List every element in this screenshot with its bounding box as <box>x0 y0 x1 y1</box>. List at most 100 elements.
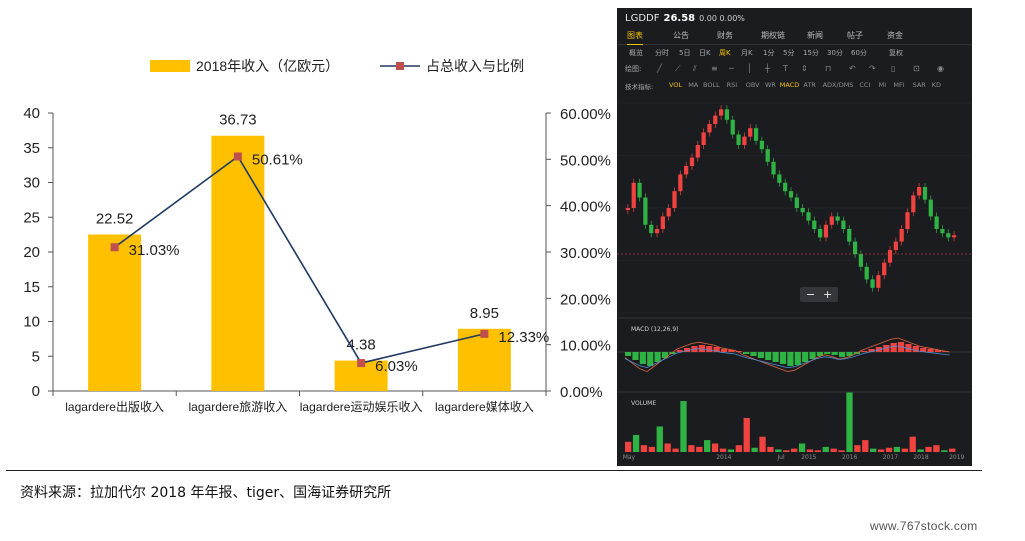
indicator-boll[interactable]: BOLL <box>703 81 720 89</box>
tab-2[interactable]: 财务 <box>717 31 733 40</box>
candle-body <box>841 220 846 229</box>
macd-bar <box>684 348 691 352</box>
indicator-label: 技术指标: <box>625 83 654 91</box>
channel-tool-icon[interactable]: ⫽ <box>693 64 697 73</box>
tab-4[interactable]: 新闻 <box>807 31 823 40</box>
volume-bar <box>704 440 711 452</box>
tab-6[interactable]: 资金 <box>887 31 903 40</box>
fib-tool-icon[interactable]: ≡ <box>711 64 718 73</box>
volume-bar <box>949 448 956 452</box>
period-10[interactable]: 60分 <box>851 49 867 57</box>
right-tick-label: 30.00% <box>560 245 611 262</box>
undo-icon[interactable]: ↶ <box>849 64 856 73</box>
period-8[interactable]: 15分 <box>803 49 819 57</box>
candle-body <box>660 216 665 229</box>
eye-icon[interactable]: ◉ <box>937 64 944 73</box>
indicator-rsi[interactable]: RSI <box>726 81 738 89</box>
candle-body <box>812 220 817 229</box>
macd-bar <box>735 351 742 352</box>
measure-tool-icon[interactable]: ⇕ <box>801 64 808 73</box>
macd-bar <box>661 352 669 358</box>
indicator-wr[interactable]: WR <box>765 81 776 89</box>
volume-bar <box>885 447 893 452</box>
zoom-out-button[interactable]: − <box>806 288 816 301</box>
indicator-mi[interactable]: MI <box>878 81 887 89</box>
period-6[interactable]: 1分 <box>763 49 775 57</box>
share-marker <box>357 359 366 368</box>
volume-bar <box>632 435 640 452</box>
period-7[interactable]: 5分 <box>783 49 795 57</box>
period-3[interactable]: 日K <box>699 49 711 57</box>
indicator-vol[interactable]: VOL <box>669 81 683 89</box>
volume-bar <box>893 446 901 452</box>
volume-bar <box>775 449 782 452</box>
macd-bar <box>787 352 794 366</box>
zoom-in-button[interactable]: + <box>823 288 833 301</box>
cross-tool-icon[interactable]: ┼ <box>765 64 770 73</box>
macd-bar <box>794 352 801 365</box>
candle-body <box>695 145 700 158</box>
volume-bar <box>680 401 687 452</box>
macd-bar <box>647 352 654 366</box>
tab-0[interactable]: 图表 <box>627 31 643 45</box>
legend-label-revenue: 2018年收入（亿欧元） <box>196 58 339 74</box>
left-tick-label: 20 <box>23 244 40 261</box>
macd-bar <box>920 348 927 352</box>
period-5[interactable]: 月K <box>741 49 753 57</box>
share-value-label: 6.03% <box>375 358 418 375</box>
time-label: 2018 <box>913 454 929 461</box>
indicator-atr[interactable]: ATR <box>803 81 816 89</box>
period-2[interactable]: 5日 <box>679 49 691 57</box>
lock-icon[interactable]: ⊡ <box>913 64 920 73</box>
share-value-label: 50.61% <box>252 152 303 169</box>
indicator-obv[interactable]: OBV <box>745 81 760 89</box>
indicator-adx-dms[interactable]: ADX/DMS <box>822 81 854 89</box>
trendline-tool-icon[interactable]: ╱ <box>657 64 662 73</box>
redo-icon[interactable]: ↷ <box>869 64 876 73</box>
indicator-mfi[interactable]: MFI <box>893 81 905 89</box>
period-4[interactable]: 周K <box>719 49 731 57</box>
vertical-line-tool-icon[interactable]: │ <box>747 64 752 73</box>
stock-tabs: 图表 公告 财务 期权链 新闻 帖子 资金 <box>617 28 972 45</box>
tab-5[interactable]: 帖子 <box>847 31 863 40</box>
legend-marker-share <box>396 62 404 70</box>
macd-bar <box>890 343 897 352</box>
candle-body <box>928 199 933 217</box>
delete-icon[interactable]: ▯ <box>891 64 896 73</box>
volume-bar <box>648 446 656 452</box>
period-11[interactable]: 复权 <box>889 49 903 57</box>
macd-bar <box>757 352 764 358</box>
time-label: 2016 <box>842 454 858 461</box>
ray-tool-icon[interactable]: ⟋ <box>675 64 681 73</box>
volume-bar <box>791 448 798 452</box>
period-1[interactable]: 分时 <box>655 49 669 57</box>
category-label: lagardere运动娱乐收入 <box>300 400 423 414</box>
revenue-bar <box>211 135 265 391</box>
candle-body <box>753 128 759 141</box>
volume-bar <box>854 445 861 452</box>
period-9[interactable]: 30分 <box>827 49 843 57</box>
indicator-kd[interactable]: KD <box>931 81 942 89</box>
indicator-ma[interactable]: MA <box>688 81 699 89</box>
candlestick-chart <box>617 102 972 452</box>
indicator-macd[interactable]: MACD <box>779 81 800 89</box>
indicator-sar[interactable]: SAR <box>912 81 926 89</box>
volume-bar <box>814 450 822 452</box>
candle-body <box>684 166 689 175</box>
candle-body <box>794 197 799 208</box>
time-label: May <box>622 454 636 461</box>
text-tool-icon[interactable]: T <box>783 64 788 73</box>
macd-bar <box>632 352 639 360</box>
candle-body <box>829 216 834 225</box>
candle-body <box>864 266 869 280</box>
tab-1[interactable]: 公告 <box>673 31 689 40</box>
period-0[interactable]: 概览 <box>629 49 643 57</box>
magnet-tool-icon[interactable]: ⊓ <box>825 64 832 73</box>
tab-3[interactable]: 期权链 <box>761 31 785 40</box>
volume-bar <box>830 448 837 452</box>
left-tick-label: 40 <box>23 105 40 122</box>
indicator-cci[interactable]: CCI <box>859 81 871 89</box>
horizontal-line-tool-icon[interactable]: ─ <box>729 64 734 73</box>
right-tick-label: 60.00% <box>560 106 611 123</box>
macd-bar <box>713 347 720 352</box>
